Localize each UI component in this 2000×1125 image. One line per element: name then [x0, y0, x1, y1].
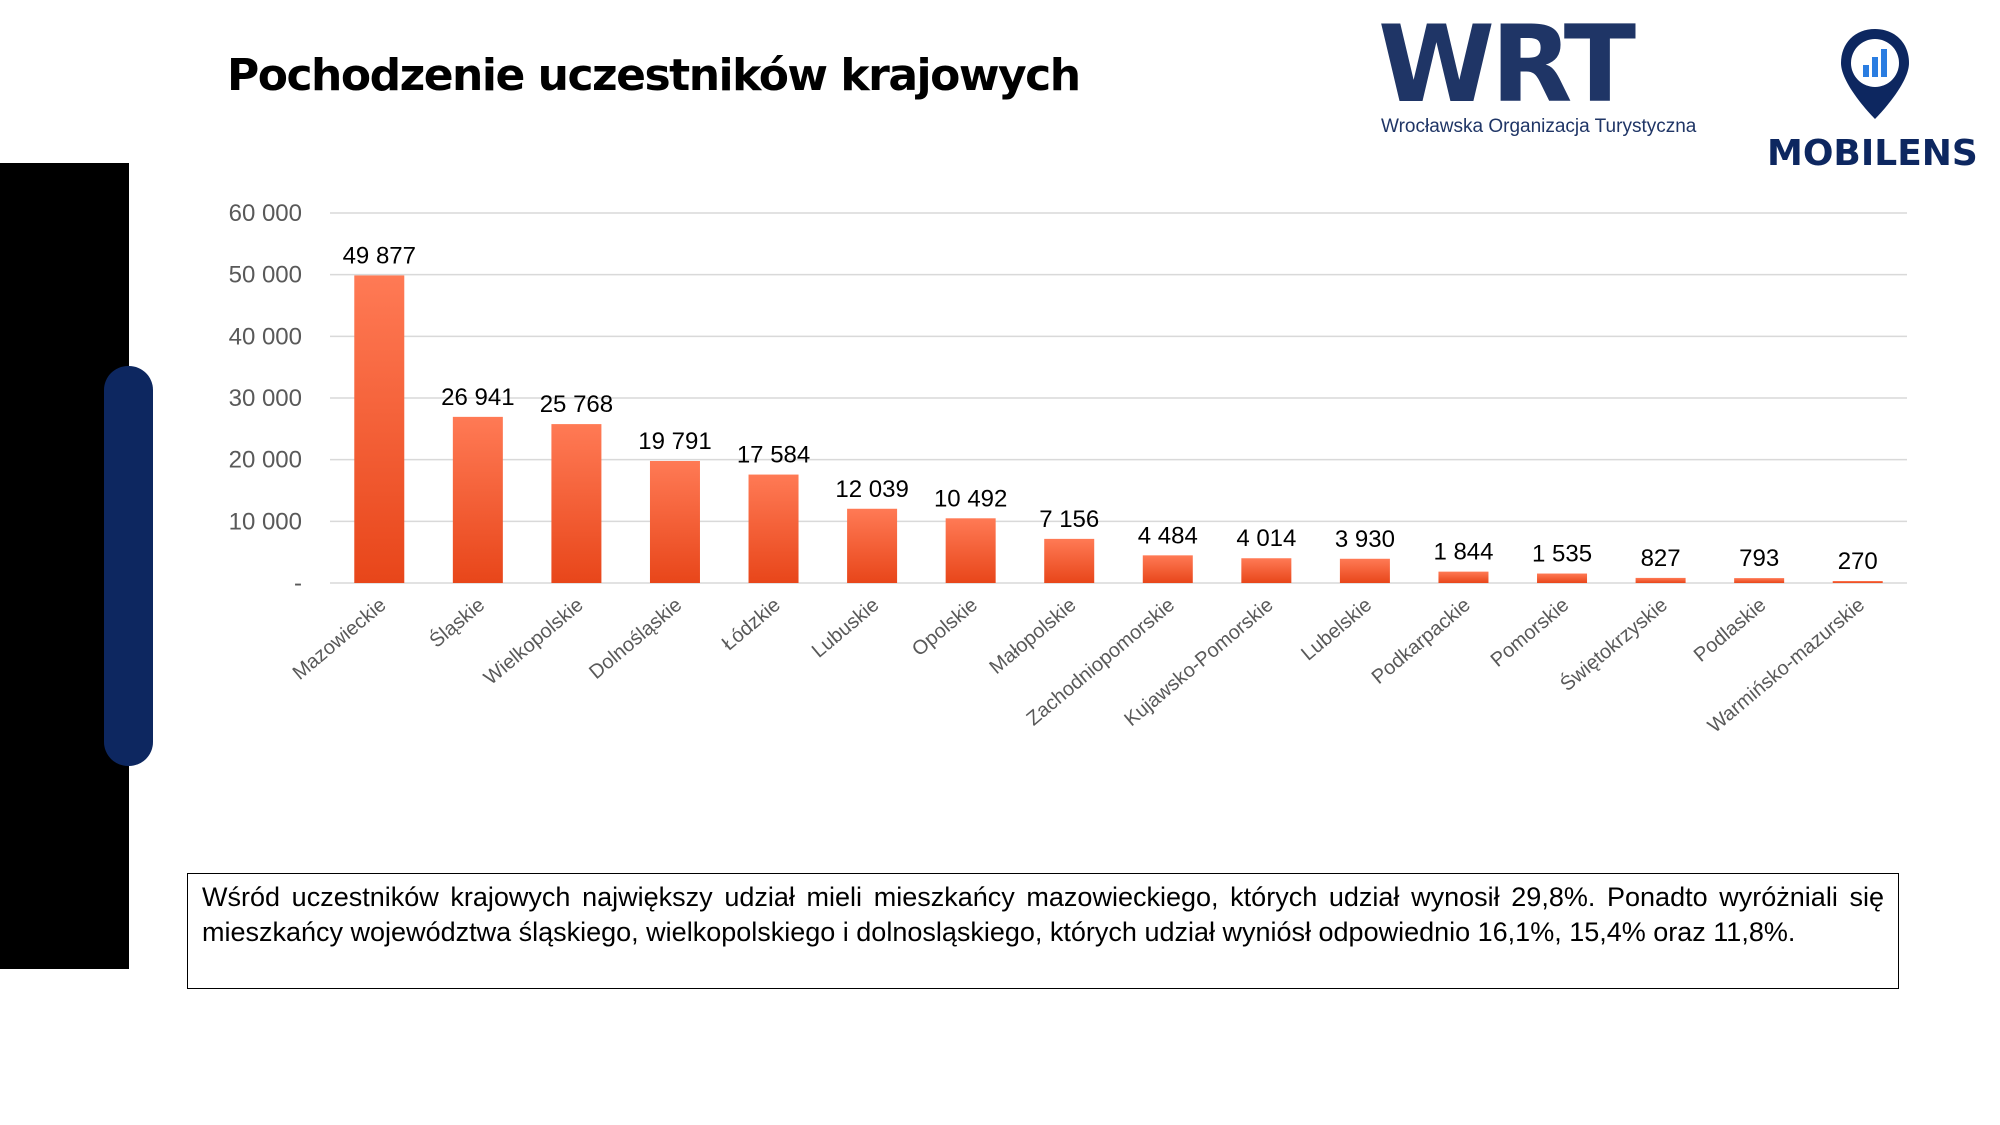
y-tick-label: 20 000 [229, 447, 302, 474]
bar-chart: - 10 000 20 000 30 000 40 000 50 000 60 000 49… [229, 200, 1907, 737]
x-tick-label: Świętokrzyskie [1555, 592, 1672, 695]
x-tick-label: Małopolskie [985, 594, 1080, 679]
mobilens-logo-text: MOBILENS [1767, 133, 1978, 174]
wrt-logo-tagline: Wrocławska Organizacja Turystyczna [1381, 116, 1697, 137]
x-tick-label: Wielkopolskie [480, 594, 588, 689]
bar-value-label: 10 492 [934, 485, 1007, 512]
bar-value-label: 1 844 [1433, 539, 1493, 566]
bar-14 [1635, 577, 1686, 583]
y-tick-label: 50 000 [229, 262, 302, 289]
bar-3 [551, 424, 602, 583]
bar-10 [1241, 558, 1292, 583]
bar-value-label: 19 791 [638, 428, 711, 455]
bar-15 [1734, 578, 1785, 583]
mobilens-logo: MOBILENS [1755, 20, 1985, 180]
bar-value-label: 49 877 [343, 242, 416, 269]
bar-9 [1142, 555, 1193, 583]
side-accent-pill [104, 366, 153, 766]
y-tick-label: 10 000 [229, 508, 302, 535]
bar-6 [847, 508, 898, 583]
bar-value-label: 4 484 [1138, 522, 1198, 549]
bar-11 [1339, 558, 1390, 583]
x-tick-label: Opolskie [908, 594, 982, 661]
y-tick-label: 60 000 [229, 200, 302, 227]
bar-16 [1832, 581, 1883, 583]
x-tick-label: Podlaskie [1690, 594, 1771, 667]
bar-value-label: 7 156 [1039, 506, 1099, 533]
bar-12 [1438, 571, 1489, 583]
map-pin-chart-icon [1841, 29, 1909, 119]
bar-value-label: 4 014 [1236, 525, 1296, 552]
x-tick-label: Pomorskie [1487, 594, 1574, 672]
bar-value-labels: 49 877 26 941 25 768 19 791 17 584 12 039 10 4… [343, 242, 1878, 575]
bar-value-label: 3 930 [1335, 526, 1395, 553]
y-tick-label: 30 000 [229, 385, 302, 412]
bar-13 [1537, 573, 1588, 583]
wrt-logo: WRT Wrocławska Organizacja Turystyczna [1378, 12, 1698, 143]
bar-7 [945, 518, 996, 583]
wrt-logo-letters: WRT [1378, 3, 1636, 126]
bar-value-label: 793 [1739, 545, 1779, 572]
y-tick-label: 40 000 [229, 323, 302, 350]
x-tick-label: Dolnośląskie [585, 594, 686, 684]
x-axis-category-labels: Mazowieckie ŚląskieWielkopolskieDolnośląs… [289, 592, 1869, 737]
x-tick-label: Lubuskie [808, 594, 883, 662]
bar-value-label: 827 [1641, 545, 1681, 572]
bar-value-label: 25 768 [540, 391, 613, 418]
summary-text: Wśród uczestników krajowych największy u… [202, 882, 1884, 947]
bar-2 [452, 416, 503, 583]
x-tick-label: Warmińsko-mazurskie [1704, 594, 1869, 738]
bar-5 [748, 474, 799, 583]
y-tick-label: - [294, 570, 302, 597]
bar-8 [1044, 538, 1095, 583]
x-tick-label: Mazowieckie [289, 594, 391, 684]
x-tick-label: Podkarpackie [1368, 594, 1475, 689]
x-tick-label: Śląskie [424, 592, 489, 652]
x-tick-label: Lubelskie [1297, 594, 1376, 665]
chart-bars [354, 275, 1883, 583]
bar-1 [354, 275, 405, 583]
page-title: Pochodzenie uczestników krajowych [227, 50, 1081, 101]
bar-value-label: 12 039 [835, 476, 908, 503]
bar-value-label: 270 [1838, 548, 1878, 575]
y-axis-tick-labels: - 10 000 20 000 30 000 40 000 50 000 60 000 [229, 200, 302, 597]
x-tick-label: Łódzkie [718, 594, 785, 655]
summary-box: Wśród uczestników krajowych największy u… [187, 873, 1899, 989]
bar-value-label: 1 535 [1532, 541, 1592, 568]
bar-value-label: 17 584 [737, 442, 810, 469]
bar-4 [649, 460, 700, 583]
bar-value-label: 26 941 [441, 384, 514, 411]
